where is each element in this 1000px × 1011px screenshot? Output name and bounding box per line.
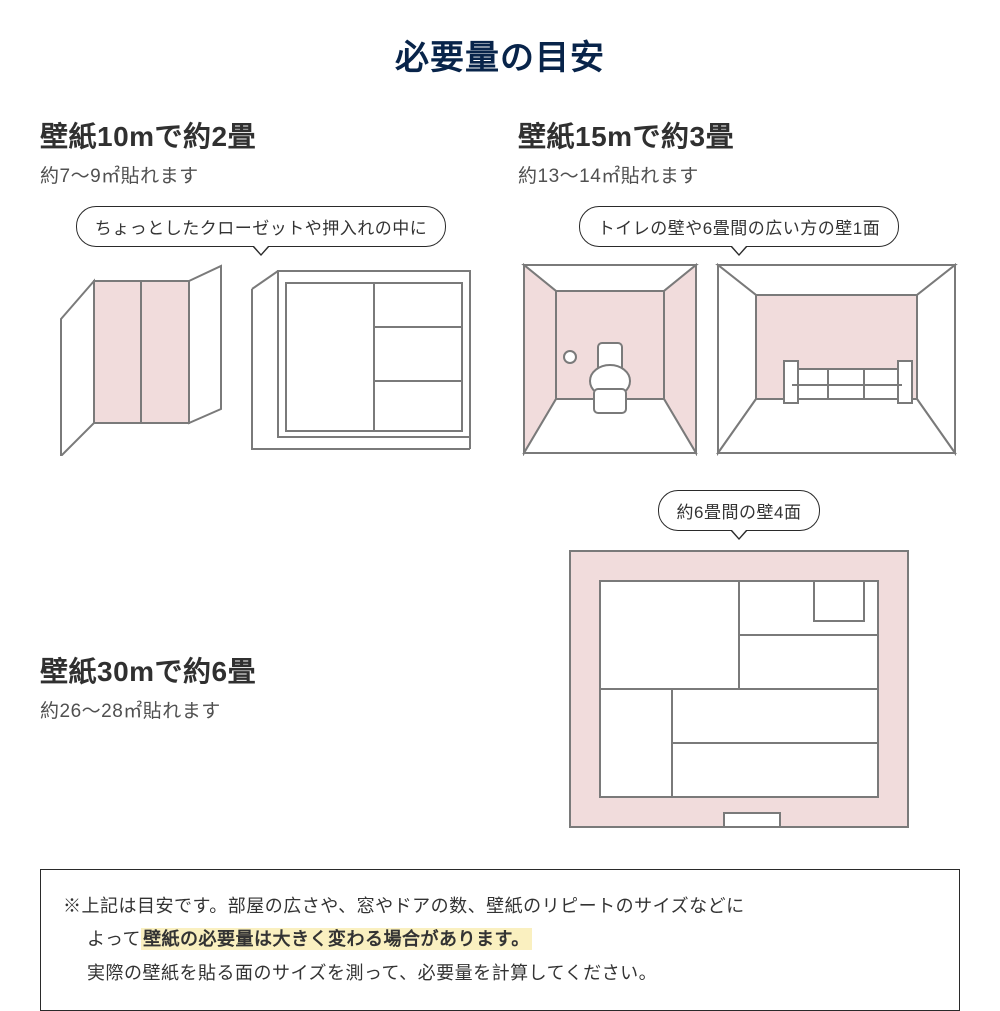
content-grid: 壁紙10mで約2畳 約7～9㎡貼れます ちょっとしたクローゼットや押入れの中に [40, 115, 960, 835]
note-line-2-prefix: よって [63, 929, 141, 949]
section-10m: 壁紙10mで約2畳 約7～9㎡貼れます ちょっとしたクローゼットや押入れの中に [40, 115, 482, 456]
note-line-1: ※上記は目安です。部屋の広さや、窓やドアの数、壁紙のリピートのサイズなどに [63, 890, 937, 923]
section-15m-sub: 約13～14㎡貼れます [518, 161, 960, 188]
note-line-3: 実際の壁紙を貼る面のサイズを測って、必要量を計算してください。 [63, 957, 937, 990]
section-15m-bubble: トイレの壁や6畳間の広い方の壁1面 [579, 206, 899, 247]
closet-icon [49, 261, 234, 456]
section-30m-bubble: 約6畳間の壁4面 [658, 490, 821, 531]
note-line-2: よって壁紙の必要量は大きく変わる場合があります。 [63, 923, 937, 956]
section-15m-illustration [518, 261, 960, 456]
section-10m-title: 壁紙10mで約2畳 [40, 115, 482, 155]
living-room-icon [714, 261, 959, 456]
sliding-closet-icon [248, 261, 473, 456]
note-box: ※上記は目安です。部屋の広さや、窓やドアの数、壁紙のリピートのサイズなどに よっ… [40, 869, 960, 1011]
section-15m-title: 壁紙15mで約3畳 [518, 115, 960, 155]
section-15m: 壁紙15mで約3畳 約13～14㎡貼れます トイレの壁や6畳間の広い方の壁1面 [518, 115, 960, 456]
section-30m: 壁紙30mで約6畳 約26～28㎡貼れます [40, 596, 482, 723]
section-30m-illustration [518, 545, 960, 835]
section-10m-sub: 約7～9㎡貼れます [40, 161, 482, 188]
floorplan-icon [564, 545, 914, 835]
note-highlight: 壁紙の必要量は大きく変わる場合があります。 [141, 928, 532, 950]
section-10m-bubble: ちょっとしたクローゼットや押入れの中に [76, 206, 447, 247]
section-10m-illustration [40, 261, 482, 456]
section-30m-sub: 約26～28㎡貼れます [40, 696, 482, 723]
page-title: 必要量の目安 [40, 30, 960, 79]
toilet-room-icon [520, 261, 700, 456]
section-30m-illustration-block: 約6畳間の壁4面 [518, 484, 960, 835]
section-30m-title: 壁紙30mで約6畳 [40, 650, 482, 690]
